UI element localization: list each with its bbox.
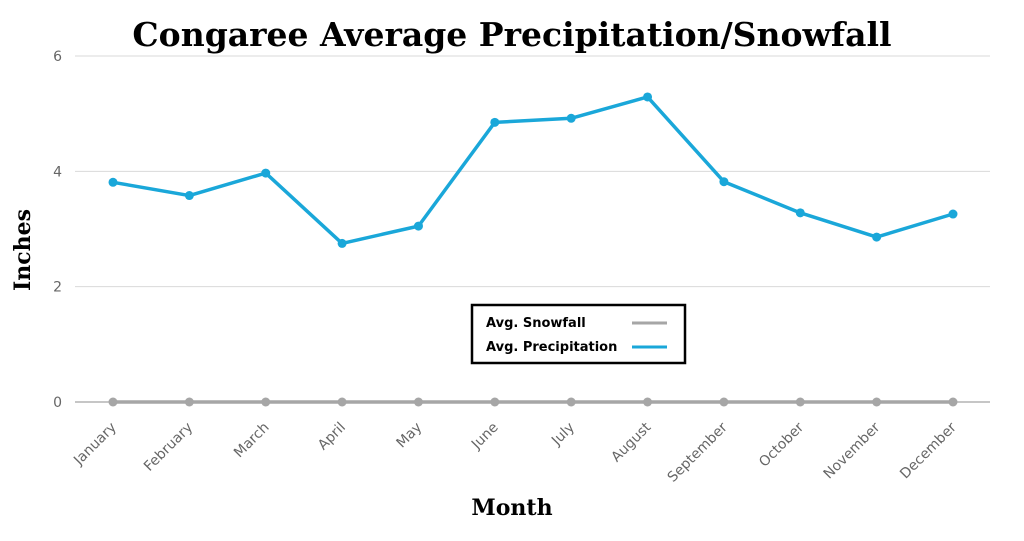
data-point[interactable] — [184, 397, 194, 407]
x-tick-label: November — [821, 419, 884, 482]
data-point[interactable] — [948, 397, 958, 407]
x-axis-title: Month — [471, 495, 552, 521]
series-group — [108, 92, 958, 407]
data-point[interactable] — [490, 117, 500, 127]
data-point[interactable] — [490, 397, 500, 407]
data-point[interactable] — [872, 232, 882, 242]
data-point[interactable] — [566, 397, 576, 407]
data-point[interactable] — [795, 397, 805, 407]
data-point[interactable] — [108, 397, 118, 407]
x-tick-label: August — [608, 419, 654, 465]
data-point[interactable] — [337, 397, 347, 407]
chart-title: Congaree Average Precipitation/Snowfall — [132, 15, 891, 54]
series-0 — [108, 397, 958, 407]
legend-label-precipitation: Avg. Precipitation — [486, 340, 617, 355]
y-tick-label: 6 — [53, 49, 62, 65]
data-point[interactable] — [643, 92, 653, 102]
x-tick-label: October — [756, 419, 807, 470]
data-point[interactable] — [261, 397, 271, 407]
data-point[interactable] — [872, 397, 882, 407]
legend: Avg. Snowfall Avg. Precipitation — [470, 303, 687, 365]
series-1 — [108, 92, 958, 248]
legend-label-snowfall: Avg. Snowfall — [486, 316, 586, 331]
x-tick-label: March — [231, 420, 272, 461]
y-tick-label: 0 — [53, 395, 62, 411]
y-tick-label: 2 — [53, 280, 62, 296]
data-point[interactable] — [948, 209, 958, 219]
y-tick-label: 4 — [53, 164, 62, 180]
data-point[interactable] — [261, 168, 271, 178]
x-tick-label: February — [141, 420, 196, 475]
y-axis-title: Inches — [10, 209, 36, 291]
x-tick-label: June — [468, 420, 502, 454]
data-point[interactable] — [413, 221, 423, 231]
data-point[interactable] — [413, 397, 423, 407]
y-axis-ticks: 0 2 4 6 — [53, 49, 62, 411]
data-point[interactable] — [643, 397, 653, 407]
x-axis-ticks: January February March April May June July Augu… — [70, 419, 960, 485]
data-point[interactable] — [337, 238, 347, 248]
x-tick-label: July — [548, 420, 578, 450]
series-line — [111, 95, 955, 246]
data-point[interactable] — [795, 208, 805, 218]
x-tick-label: April — [315, 420, 349, 454]
x-tick-label: May — [393, 420, 425, 452]
x-tick-label: December — [897, 419, 960, 482]
data-point[interactable] — [719, 177, 729, 187]
x-tick-label: September — [665, 419, 731, 485]
x-tick-label: January — [70, 420, 120, 470]
data-point[interactable] — [184, 191, 194, 201]
legend-box — [470, 303, 687, 365]
data-point[interactable] — [566, 113, 576, 123]
data-point[interactable] — [108, 177, 118, 187]
data-point[interactable] — [719, 397, 729, 407]
